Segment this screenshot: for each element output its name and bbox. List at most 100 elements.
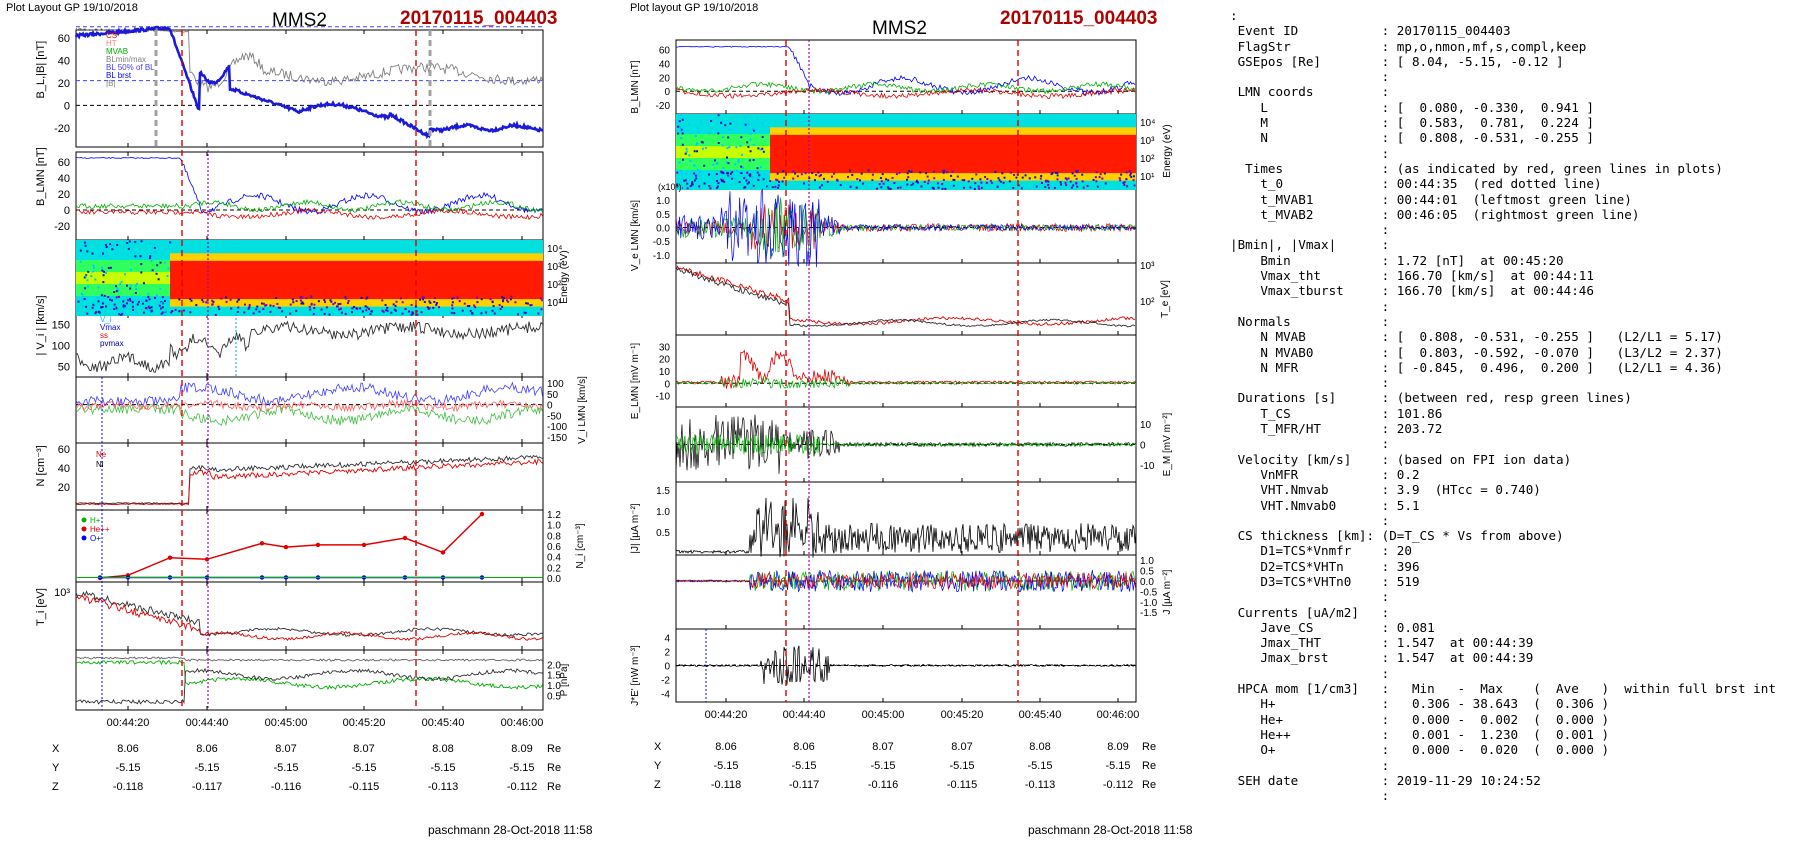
spectrogram-speckle — [1123, 181, 1126, 184]
spectrogram-speckle — [729, 122, 732, 125]
y-tick-label: 60 — [58, 444, 70, 456]
spectrogram-speckle — [971, 177, 974, 180]
summary-line: L : [ 0.080, -0.330, 0.941 ] — [1230, 99, 1594, 115]
spectrogram-speckle — [148, 309, 151, 312]
spectrogram-speckle — [1069, 180, 1072, 183]
spectrogram-speckle — [279, 306, 282, 309]
spectrogram-speckle — [195, 304, 198, 307]
spectrogram-speckle — [1040, 181, 1043, 184]
spectrogram-speckle — [382, 310, 385, 313]
summary-line: : — [1230, 69, 1390, 85]
coord-value: -0.113 — [428, 781, 458, 793]
spectrogram-speckle — [1045, 180, 1048, 183]
summary-line: : — [1230, 757, 1390, 773]
spectrogram-speckle — [946, 171, 949, 174]
spectrogram-speckle — [90, 275, 93, 278]
spectrogram-speckle — [1128, 169, 1131, 172]
spectrogram-speckle — [1051, 172, 1054, 175]
spectrogram-speckle — [540, 308, 543, 311]
spectrogram-speckle — [726, 146, 729, 149]
summary-line: : — [1230, 788, 1390, 804]
spectrogram-speckle — [211, 303, 214, 306]
spectrogram-speckle — [681, 143, 684, 146]
y-tick-label: 0 — [664, 87, 670, 98]
spectrogram-speckle — [1056, 171, 1059, 174]
summary-line: T_CS : 101.86 — [1230, 405, 1443, 421]
y-tick-label: 10³ — [547, 262, 562, 273]
spectrogram-speckle — [729, 128, 732, 131]
spectrogram-speckle — [360, 297, 363, 300]
y-axis-label: Energy (eV) — [1162, 124, 1173, 177]
spectrogram-speckle — [99, 255, 102, 258]
y-tick-label: -100 — [547, 422, 567, 433]
spectrogram-speckle — [693, 150, 696, 153]
y-tick-label: 1.0 — [656, 507, 670, 518]
y-axis-label: V_e LMN [km/s] — [630, 200, 641, 271]
spectrogram-speckle — [325, 306, 328, 309]
spectrogram-speckle — [385, 309, 388, 312]
spectrogram-speckle — [737, 160, 740, 163]
summary-line: t_0 : 00:44:35 (red dotted line) — [1230, 176, 1602, 192]
spectrogram-speckle — [703, 164, 706, 167]
summary-line: O+ : 0.000 - 0.020 ( 0.000 ) — [1230, 742, 1610, 758]
spectrogram-speckle — [102, 281, 105, 284]
spectrogram-speckle — [975, 173, 978, 176]
spectrogram-speckle — [1119, 179, 1122, 182]
summary-line: : — [1230, 222, 1390, 238]
spectrogram-speckle — [161, 306, 164, 309]
legend-item: Ne — [96, 450, 107, 459]
spectrogram-speckle — [689, 160, 692, 163]
coord-value: -5.15 — [509, 762, 534, 774]
spectrogram-speckle — [514, 301, 517, 304]
spectrogram-speckle — [731, 171, 734, 174]
spectrogram-speckle — [721, 180, 724, 183]
spectrogram-speckle — [896, 186, 899, 189]
spectrogram-speckle — [302, 302, 305, 305]
spectrogram-speckle — [811, 171, 814, 174]
spectrogram-speckle — [808, 177, 811, 180]
spectrogram-speckle — [885, 178, 888, 181]
spectrogram-speckle — [689, 185, 692, 188]
spectrogram-speckle — [693, 179, 696, 182]
summary-line: : — [1230, 436, 1390, 452]
spectrogram-speckle — [147, 305, 150, 308]
spectrogram-speckle — [129, 299, 132, 302]
spectrogram-speckle — [899, 186, 902, 189]
spectrogram-speckle — [295, 300, 298, 303]
spectrogram-speckle — [401, 312, 404, 315]
spectrogram-speckle — [485, 311, 488, 314]
spectrogram-speckle — [804, 172, 807, 175]
spectrogram-speckle — [113, 306, 116, 309]
spectrogram-speckle — [761, 122, 764, 125]
spectrogram-speckle — [139, 255, 142, 258]
spectrogram-speckle — [491, 301, 494, 304]
coord-value: 8.06 — [715, 741, 736, 753]
spectrogram-speckle — [124, 305, 127, 308]
summary-line: |Bmin|, |Vmax| : — [1230, 237, 1390, 253]
spectrogram-speckle — [727, 136, 730, 139]
spectrogram-speckle — [990, 181, 993, 184]
spectrogram-speckle — [724, 124, 727, 127]
left-header: Plot Layout GP 19/10/2018 — [6, 2, 138, 14]
spectrogram-speckle — [252, 312, 255, 315]
spectrogram-speckle — [910, 184, 913, 187]
series-He++-point — [402, 535, 408, 541]
y-tick-label: 1.0 — [547, 521, 561, 532]
y-tick-label: 100 — [52, 341, 70, 353]
y-tick-label: -1.0 — [653, 251, 671, 262]
spectrogram-speckle — [875, 187, 878, 190]
spectrogram-speckle — [710, 120, 713, 123]
spectrogram-speckle — [759, 148, 762, 151]
coord-label: Z — [654, 779, 661, 791]
spectrogram-speckle — [110, 299, 113, 302]
spectrogram-yellow — [170, 253, 543, 261]
summary-line: : — [1230, 375, 1390, 391]
spectrogram-speckle — [149, 241, 152, 244]
spectrogram-speckle — [411, 312, 414, 315]
coord-label: Z — [52, 781, 59, 793]
spectrogram-speckle — [350, 311, 353, 314]
spectrogram-speckle — [129, 297, 132, 300]
x-tick-label: 00:45:20 — [941, 709, 984, 721]
spectrogram-speckle — [762, 178, 765, 181]
